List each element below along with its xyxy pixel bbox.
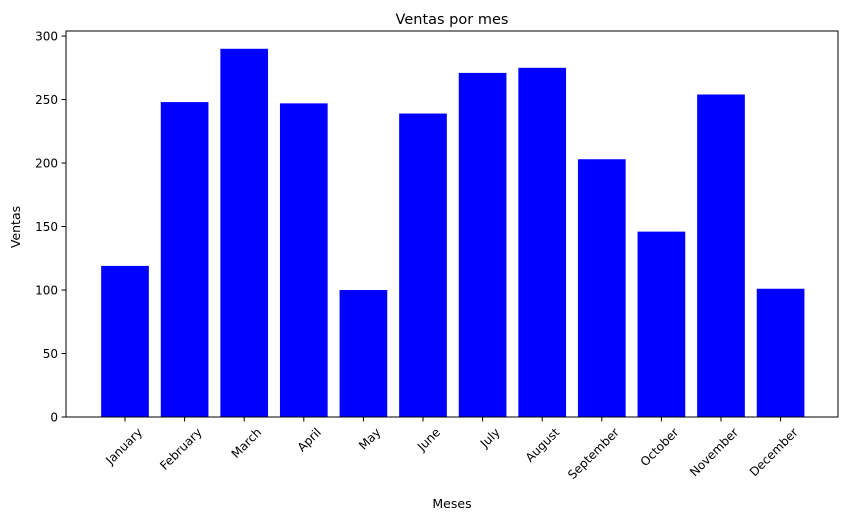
bar-july: [458, 72, 507, 418]
y-tick-label: 200: [35, 156, 58, 170]
x-tick-label-september: September: [565, 425, 622, 482]
chart-title: Ventas por mes: [396, 12, 509, 28]
x-tick-label-july: July: [477, 425, 503, 451]
y-tick-label: 100: [35, 283, 58, 297]
x-tick-label-january: January: [102, 425, 145, 468]
bar-march: [220, 48, 269, 418]
y-tick-label: 0: [50, 410, 58, 424]
plot-frame: [65, 30, 839, 418]
x-tick-label-march: March: [229, 425, 265, 461]
x-tick-label-may: May: [356, 425, 383, 452]
x-tick-label-november: November: [687, 425, 741, 479]
bar-october: [637, 231, 686, 417]
x-tick-label-august: August: [523, 425, 563, 465]
y-tick-label: 150: [35, 220, 58, 234]
bar-november: [697, 94, 745, 417]
y-tick-label: 300: [35, 29, 58, 43]
bar-january: [101, 265, 149, 417]
y-axis-label: Ventas: [8, 206, 23, 248]
y-axis: 0 50 100 150 200 250 300: [35, 29, 66, 424]
bar-april: [279, 103, 328, 417]
bar-september: [577, 159, 626, 418]
y-tick-label: 250: [35, 93, 58, 107]
bars-group: [101, 48, 805, 418]
x-tick-label-april: April: [295, 425, 324, 454]
bar-august: [518, 67, 567, 418]
x-tick-label-february: February: [157, 425, 205, 473]
bar-june: [399, 113, 447, 417]
bar-february: [160, 102, 209, 418]
y-tick-label: 50: [43, 347, 58, 361]
x-axis-label: Meses: [432, 496, 471, 511]
bar-december: [756, 288, 805, 417]
x-axis: January February March April May June July Augu…: [102, 417, 801, 482]
x-tick-label-october: October: [638, 425, 682, 469]
x-tick-label-december: December: [747, 425, 801, 479]
bar-may: [339, 290, 388, 417]
x-tick-label-june: June: [414, 425, 443, 454]
